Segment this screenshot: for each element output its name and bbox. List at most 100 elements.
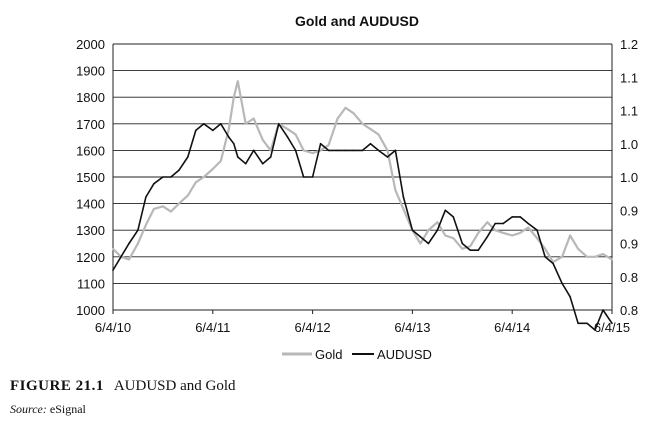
series-line-gold-point [394, 189, 397, 192]
series-line-audusd-point [237, 156, 239, 158]
series-line-gold-point [377, 133, 380, 136]
series-line-audusd-point [195, 129, 197, 132]
y-right-tick-label: 0.8 [620, 270, 638, 285]
legend-label-audusd: AUDUSD [377, 347, 432, 362]
series-line-audusd-point [461, 242, 464, 245]
series-line-audusd-point [302, 176, 305, 178]
series-line-audusd-point [561, 282, 563, 285]
series-line-audusd-point [244, 162, 247, 165]
series-line-gold-point [261, 139, 264, 141]
series-line-audusd-point [594, 329, 596, 331]
series-line-gold-point [519, 232, 521, 234]
y-left-tick-label: 1300 [76, 223, 105, 238]
legend: Gold AUDUSD [282, 347, 432, 362]
series-line-audusd-point [452, 216, 455, 218]
series-line-gold-point [544, 248, 546, 250]
series-line-gold-point [228, 128, 230, 130]
series-line-audusd-point [220, 123, 222, 125]
series-line-audusd-point [494, 222, 497, 225]
axes: 2000 1900 1800 1700 1600 1500 1400 1300 1200 1100… [76, 37, 638, 335]
series-line-audusd-point [502, 222, 505, 225]
series-line-gold-point [344, 107, 347, 109]
series-line-audusd-point [369, 142, 372, 145]
series-line-gold-point [319, 149, 322, 152]
series-line-audusd-point [137, 229, 139, 231]
series-line-gold-point [452, 237, 455, 239]
figure-number: FIGURE 21.1 [10, 378, 104, 394]
series-line-audusd-point [336, 149, 339, 152]
series-line-gold-point [220, 160, 222, 162]
series-line-gold-point [153, 208, 155, 210]
series-line-gold-point [336, 117, 339, 120]
y-right-tick-label: 0.9 [620, 203, 638, 218]
series-line-audusd-point [327, 149, 330, 152]
series-line-gold-point [477, 232, 480, 234]
x-tick-label: 6/4/13 [394, 320, 430, 335]
series-line-gold-point [203, 176, 205, 178]
series-line-gold-point [511, 234, 513, 237]
y-right-tick-label: 1.2 [620, 37, 638, 52]
series-line-audusd-point [120, 255, 122, 258]
x-tick-label: 6/4/10 [95, 320, 131, 335]
series-line-gold-point [561, 255, 563, 258]
series-line-gold-point [436, 221, 439, 223]
series-line-gold-point [486, 221, 489, 223]
series-line-audusd-point [477, 249, 480, 251]
series-line-gold-point [162, 205, 164, 208]
y-right-tick-label: 1.1 [620, 70, 638, 85]
series-line-gold-point [352, 112, 355, 114]
series-line-gold-point [502, 232, 505, 234]
series-line-audusd-point [377, 149, 380, 152]
y-right-tick-label: 1.1 [620, 104, 638, 119]
series-line-audusd-point [411, 229, 414, 231]
figure-caption: FIGURE 21.1 AUDUSD and Gold [10, 378, 236, 395]
series-line-gold-point [237, 80, 239, 82]
y-left-tick-label: 1200 [76, 250, 105, 265]
series-line-gold-point [294, 133, 297, 136]
grid [113, 43, 612, 311]
series-line-audusd-point [577, 322, 579, 325]
source-label: Source: [10, 402, 47, 416]
series-line-audusd-point [402, 196, 405, 198]
series-line-gold-point [569, 234, 571, 237]
legend-label-gold: Gold [315, 347, 342, 362]
series-line-audusd-point [252, 149, 255, 152]
x-tick-label: 6/4/14 [494, 320, 530, 335]
series-line-audusd-point [536, 229, 538, 231]
figure-title: AUDUSD and Gold [113, 378, 236, 394]
x-tick-label: 6/4/15 [594, 320, 630, 335]
series-line-gold-point [327, 144, 330, 146]
series-line-audusd-point [486, 236, 489, 238]
series-line-gold-point [402, 208, 405, 210]
series-line-audusd [112, 123, 613, 331]
series-line-gold-point [419, 242, 422, 245]
y-left-tick-label: 1000 [76, 303, 105, 318]
series-line-audusd-point [187, 156, 189, 158]
series-line-gold-point [444, 234, 447, 237]
series-line-gold-point [195, 181, 197, 184]
series-line-audusd-point [544, 255, 546, 258]
y-right-tick-label: 1.0 [620, 137, 638, 152]
series-line-audusd-point [162, 176, 164, 178]
series-line-gold-point [269, 149, 272, 152]
series-line-gold-point [586, 255, 588, 258]
x-tick-label: 6/4/11 [195, 320, 230, 335]
series-line-audusd-point [511, 216, 513, 218]
series-line-audusd-point [233, 142, 235, 145]
series-line-gold [112, 80, 613, 264]
chart-title: Gold and AUDUSD [295, 13, 419, 29]
series-line-audusd-point [128, 242, 130, 245]
y-left-tick-label: 1400 [76, 197, 105, 212]
chart: Gold and AUDUSD 2000 1900 1800 1700 1600 1500… [76, 13, 638, 362]
series-line-audusd-point [319, 142, 322, 145]
series-line-audusd-point [519, 216, 521, 218]
series-line-audusd-point [586, 322, 588, 325]
series-line-gold-point [369, 128, 372, 130]
series-line-audusd-point [170, 176, 172, 178]
y-left-tick-label: 1600 [76, 143, 105, 158]
y-left-tick-label: 1500 [76, 170, 105, 185]
series-line-audusd-point [153, 182, 155, 185]
series-line-gold-point [137, 242, 139, 245]
series-line-audusd-point [386, 156, 389, 158]
series-line-gold-point [527, 226, 529, 229]
